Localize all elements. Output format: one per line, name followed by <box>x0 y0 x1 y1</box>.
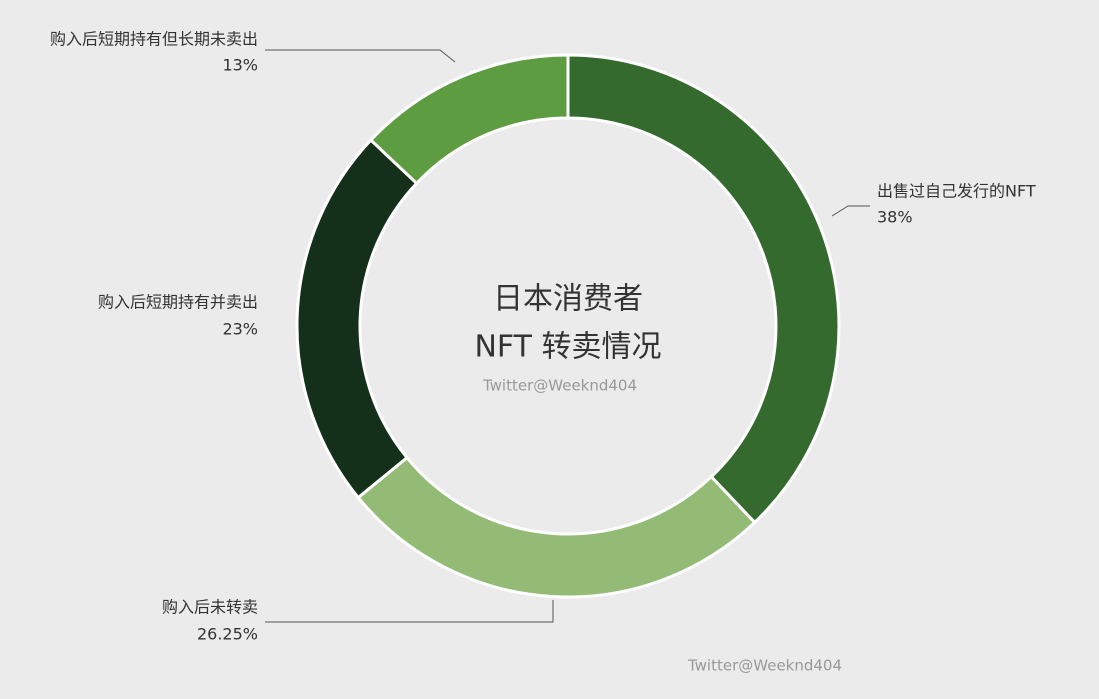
category-label: 购入后短期持有并卖出 <box>98 293 258 312</box>
watermark: Twitter@Weeknd404 <box>482 377 637 395</box>
category-label: 购入后短期持有但长期未卖出 <box>50 30 258 49</box>
chart-title: NFT 转卖情况 <box>474 330 661 365</box>
category-label: 出售过自己发行的NFT <box>877 182 1036 201</box>
leader-line <box>831 205 870 217</box>
value-label: 13% <box>222 56 258 75</box>
watermark: Twitter@Weeknd404 <box>687 657 842 675</box>
donut-segment <box>566 53 841 525</box>
leader-line <box>265 49 456 63</box>
value-label: 38% <box>877 208 913 227</box>
chart-title: 日本消费者 <box>493 282 643 317</box>
value-label: 23% <box>222 320 258 339</box>
leader-line <box>265 600 554 623</box>
category-label: 购入后未转卖 <box>162 598 258 617</box>
donut-segment <box>368 53 570 186</box>
value-label: 26.25% <box>197 625 258 644</box>
